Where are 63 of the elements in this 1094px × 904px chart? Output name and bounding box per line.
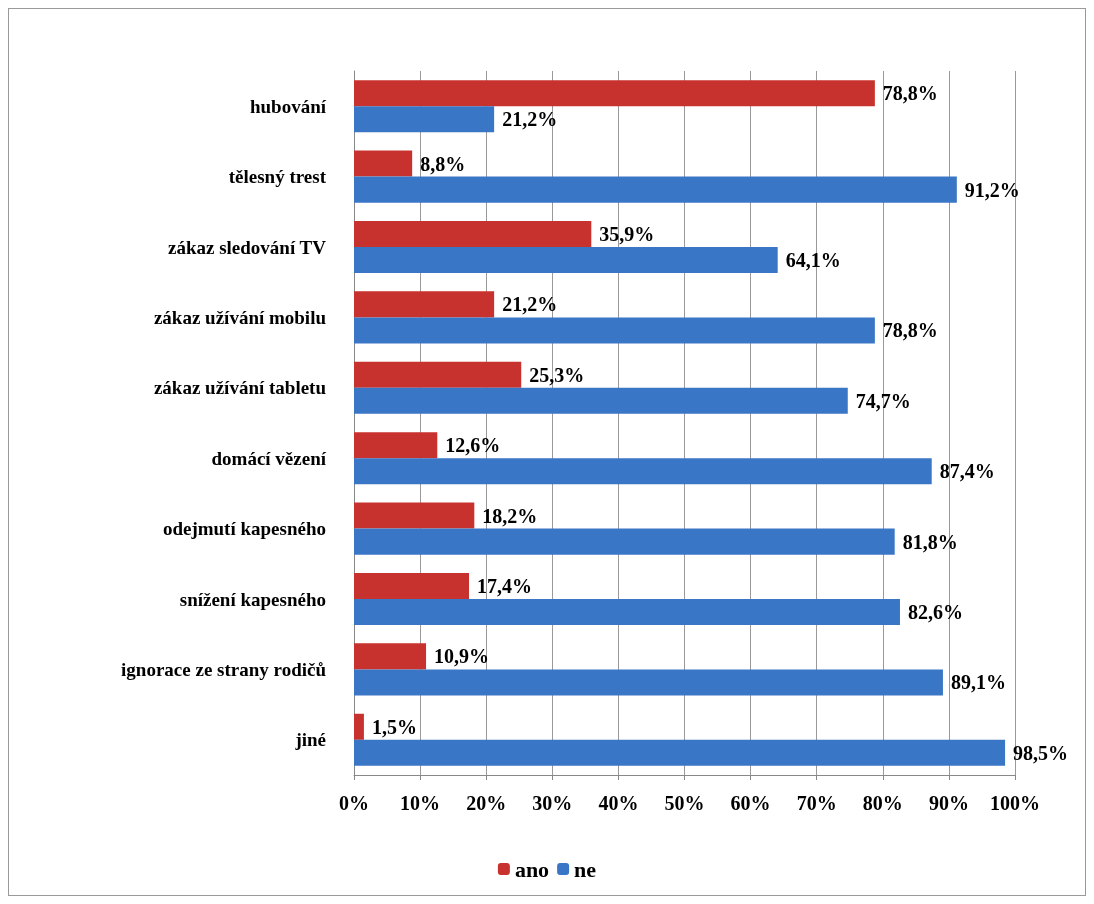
y-tick-label: domácí vězení bbox=[211, 447, 327, 469]
x-tick-label: 20% bbox=[466, 792, 507, 814]
x-tick-label: 0% bbox=[339, 792, 369, 814]
data-label: 25,3% bbox=[529, 363, 585, 386]
x-tick-label: 90% bbox=[928, 792, 969, 814]
bar bbox=[354, 739, 1006, 766]
bar bbox=[354, 643, 427, 670]
bar bbox=[354, 432, 438, 459]
data-label: 35,9% bbox=[599, 222, 655, 245]
bar bbox=[354, 317, 875, 344]
data-label: 74,7% bbox=[855, 389, 911, 412]
data-label: 89,1% bbox=[950, 671, 1006, 694]
y-tick-label: snížení kapesného bbox=[179, 588, 326, 610]
bar bbox=[354, 387, 848, 414]
bar bbox=[354, 599, 900, 626]
bar bbox=[354, 572, 470, 599]
x-tick-label: 10% bbox=[400, 792, 441, 814]
x-tick-label: 100% bbox=[990, 792, 1040, 814]
y-tick-label: odejmutí kapesného bbox=[162, 518, 326, 540]
data-label: 1,5% bbox=[371, 715, 417, 738]
data-label: 10,9% bbox=[434, 645, 490, 668]
bar bbox=[354, 713, 364, 740]
bar bbox=[354, 106, 495, 133]
y-tick-label: zákaz užívání mobilu bbox=[153, 306, 327, 328]
y-tick-label: tělesný trest bbox=[228, 166, 327, 188]
x-tick-label: 30% bbox=[532, 792, 573, 814]
x-tick-label: 80% bbox=[862, 792, 903, 814]
data-label: 21,2% bbox=[502, 108, 558, 131]
y-tick-label: zákaz užívání tabletu bbox=[153, 377, 327, 399]
bar bbox=[354, 247, 778, 274]
data-label: 12,6% bbox=[445, 434, 501, 457]
data-label: 78,8% bbox=[882, 82, 938, 105]
data-label: 64,1% bbox=[785, 249, 841, 272]
y-tick-label: ignorace ze strany rodičů bbox=[121, 658, 327, 680]
x-tick-label: 50% bbox=[664, 792, 705, 814]
bar bbox=[354, 502, 475, 529]
bar bbox=[354, 669, 943, 696]
bar bbox=[354, 291, 495, 318]
x-tick-label: 40% bbox=[598, 792, 639, 814]
data-label: 81,8% bbox=[902, 530, 958, 553]
data-label: 87,4% bbox=[939, 460, 995, 483]
data-label: 91,2% bbox=[964, 178, 1020, 201]
bar bbox=[354, 220, 592, 247]
data-label: 18,2% bbox=[482, 504, 538, 527]
legend-label: ne bbox=[574, 856, 597, 882]
y-tick-label: hubování bbox=[249, 95, 327, 117]
data-label: 98,5% bbox=[1013, 741, 1069, 764]
data-label: 78,8% bbox=[882, 319, 938, 342]
bar bbox=[354, 150, 413, 177]
data-label: 82,6% bbox=[907, 601, 963, 624]
legend-label: ano bbox=[514, 856, 550, 882]
bar bbox=[354, 528, 895, 555]
y-tick-label: jiné bbox=[294, 729, 326, 751]
y-tick-label: zákaz sledování TV bbox=[167, 236, 327, 258]
data-label: 8,8% bbox=[420, 152, 466, 175]
x-tick-label: 60% bbox=[730, 792, 771, 814]
x-tick-label: 70% bbox=[796, 792, 837, 814]
bar bbox=[354, 361, 522, 388]
data-label: 17,4% bbox=[477, 574, 533, 597]
bar bbox=[354, 176, 957, 203]
bar bbox=[354, 458, 932, 485]
bar bbox=[354, 80, 875, 107]
data-label: 21,2% bbox=[502, 293, 558, 316]
